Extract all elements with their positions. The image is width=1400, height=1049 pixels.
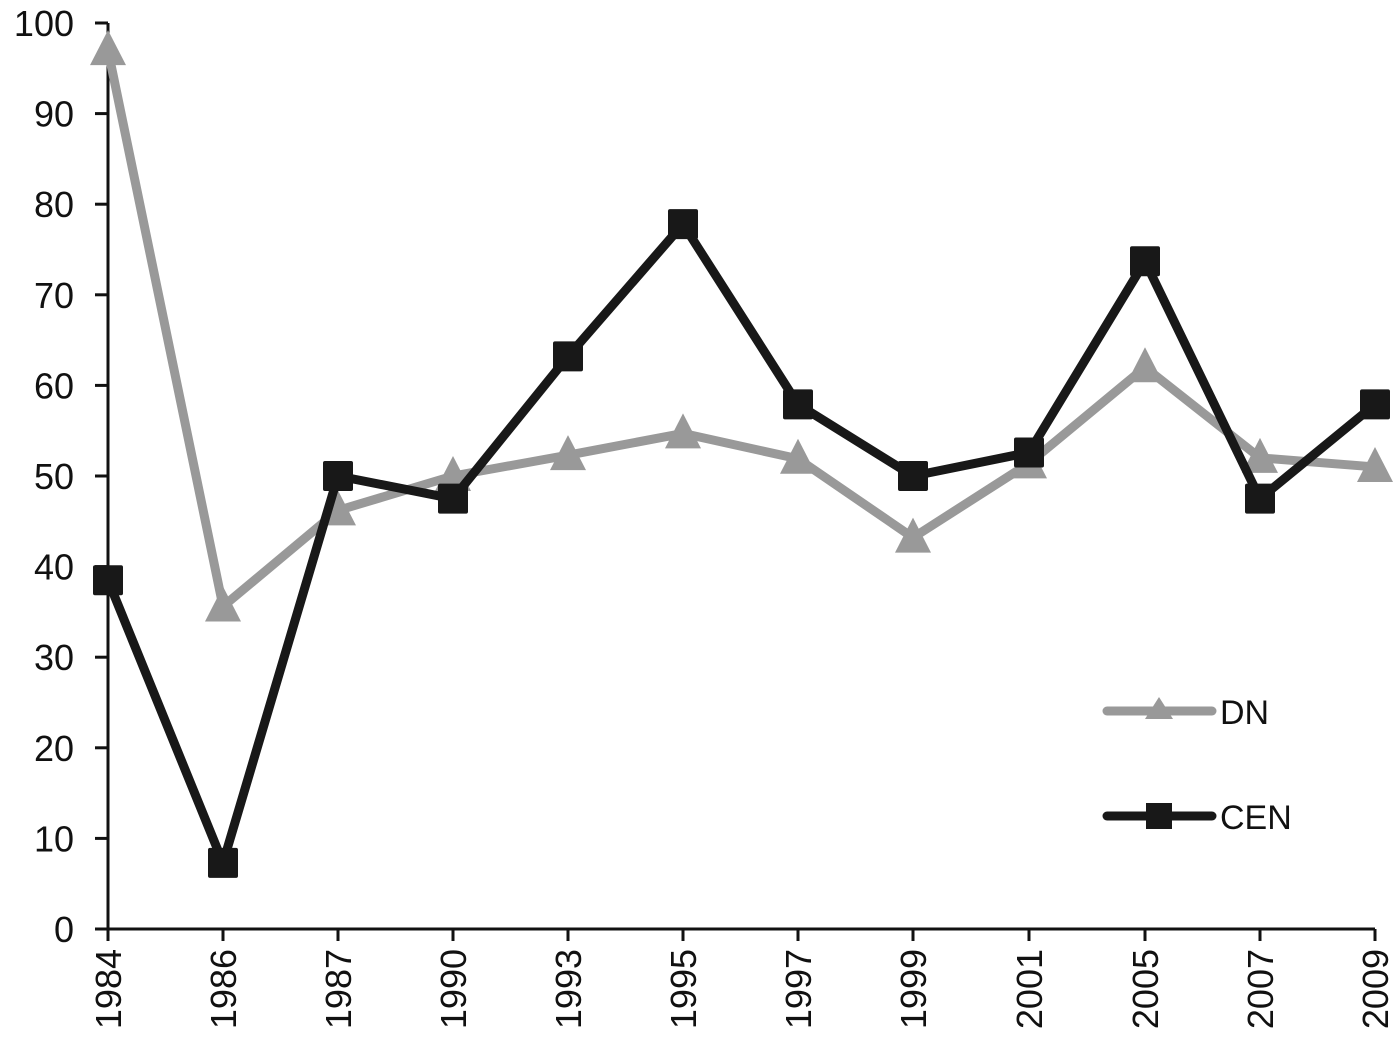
y-tick-label: 30: [34, 637, 74, 678]
triangle-marker-icon: [90, 30, 126, 66]
y-tick-label: 80: [34, 184, 74, 225]
y-tick-label: 10: [34, 818, 74, 859]
x-tick-label: 1997: [778, 949, 819, 1029]
square-marker-icon: [1245, 483, 1275, 514]
square-marker-icon: [1014, 437, 1044, 468]
series-dn: [90, 30, 1393, 622]
y-tick-label: 100: [14, 3, 74, 44]
square-marker-icon: [93, 565, 123, 596]
y-tick-label: 50: [34, 456, 74, 497]
x-tick-label: 1987: [318, 949, 359, 1029]
square-marker-icon: [668, 209, 698, 240]
y-tick-label: 60: [34, 365, 74, 406]
triangle-marker-icon: [780, 438, 816, 474]
triangle-marker-icon: [1242, 437, 1278, 473]
square-marker-icon: [208, 847, 238, 878]
x-tick-label: 1990: [433, 949, 474, 1029]
square-marker-icon: [438, 483, 468, 514]
x-tick-label: 2009: [1355, 949, 1396, 1029]
legend: DN CEN: [1102, 694, 1292, 837]
series-cen: [93, 209, 1390, 878]
triangle-marker-icon: [550, 435, 586, 471]
x-tick-label: 2005: [1125, 949, 1166, 1029]
triangle-marker-icon: [895, 517, 931, 553]
y-axis: 0 10 20 30 40 50 60 70 80 90 100: [14, 3, 110, 950]
x-tick-label: 2007: [1240, 949, 1281, 1029]
x-tick-label: 1993: [548, 949, 589, 1029]
square-marker-icon: [1146, 803, 1172, 829]
y-tick-label: 90: [34, 94, 74, 135]
square-marker-icon: [898, 461, 928, 491]
x-tick-label: 1984: [88, 949, 129, 1029]
square-marker-icon: [553, 341, 583, 372]
x-axis: 1984 1986 1987 1990 1993 1995 1997 1999 2001 2005…: [88, 927, 1396, 1029]
triangle-marker-icon: [1357, 446, 1393, 482]
square-marker-icon: [1130, 246, 1160, 277]
y-tick-label: 20: [34, 728, 74, 769]
triangle-marker-icon: [1145, 697, 1173, 719]
square-marker-icon: [1360, 389, 1390, 420]
triangle-marker-icon: [665, 413, 701, 449]
legend-item-dn: DN: [1102, 694, 1269, 732]
x-tick-label: 1995: [663, 949, 704, 1029]
triangle-marker-icon: [1127, 347, 1163, 383]
y-tick-label: 40: [34, 547, 74, 588]
legend-item-cen: CEN: [1102, 799, 1292, 837]
square-marker-icon: [323, 461, 353, 491]
x-tick-label: 1999: [893, 949, 934, 1029]
series-layer: [90, 30, 1393, 878]
square-marker-icon: [783, 389, 813, 420]
triangle-marker-icon: [205, 586, 241, 622]
x-tick-label: 1986: [203, 949, 244, 1029]
y-tick-label: 70: [34, 275, 74, 316]
legend-label-cen: CEN: [1220, 799, 1292, 837]
x-tick-label: 2001: [1009, 949, 1050, 1029]
legend-label-dn: DN: [1220, 694, 1269, 732]
y-tick-label: 0: [54, 909, 74, 950]
